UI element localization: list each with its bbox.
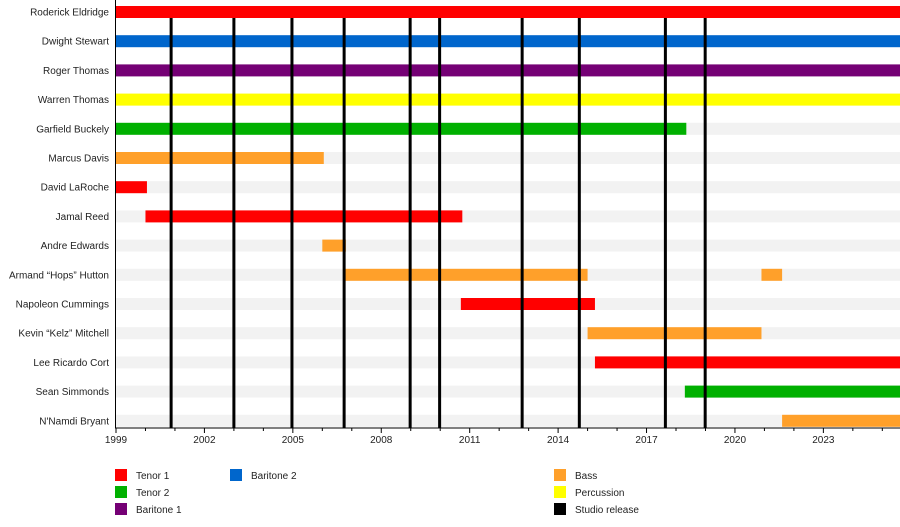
member-label: Roger Thomas	[43, 66, 109, 77]
x-tick-label: 2011	[459, 435, 481, 446]
x-tick-label: 2020	[724, 435, 747, 446]
legend-swatch	[554, 486, 566, 498]
member-bar	[116, 152, 324, 164]
x-tick-label: 2008	[370, 435, 393, 446]
x-tick-label: 2017	[635, 435, 658, 446]
member-label: N'Namdi Bryant	[39, 416, 109, 427]
legend-swatch	[115, 469, 127, 481]
x-tick-label: 2002	[193, 435, 216, 446]
legend-label: Baritone 2	[251, 471, 297, 482]
legend-label: Studio release	[575, 505, 639, 516]
legend-swatch	[554, 469, 566, 481]
legend-swatch	[115, 486, 127, 498]
member-bar	[460, 298, 595, 310]
member-bar	[594, 356, 900, 369]
legend-label: Tenor 1	[136, 471, 170, 482]
member-label: Jamal Reed	[56, 212, 109, 223]
member-label: Lee Ricardo Cort	[33, 358, 109, 369]
x-tick-label: 2023	[812, 435, 835, 446]
legend-label: Percussion	[575, 488, 624, 499]
member-bar	[116, 181, 147, 194]
member-bar	[116, 6, 900, 18]
member-bar	[761, 268, 783, 281]
x-tick-label: 2014	[547, 435, 570, 446]
member-label: Marcus Davis	[48, 154, 109, 165]
x-tick-label: 1999	[105, 435, 128, 446]
member-bar	[116, 122, 687, 135]
member-bar	[684, 385, 900, 398]
legend-swatch	[554, 503, 566, 515]
member-label: Warren Thomas	[38, 95, 109, 106]
member-bar	[322, 239, 346, 252]
member-label: Dwight Stewart	[42, 37, 109, 48]
legend-swatch	[115, 503, 127, 515]
member-label: Sean Simmonds	[36, 387, 109, 398]
legend-label: Baritone 1	[136, 505, 182, 516]
legend-swatch	[230, 469, 242, 481]
x-tick-label: 2005	[282, 435, 305, 446]
member-label: Napoleon Cummings	[16, 300, 109, 311]
member-bar	[587, 327, 762, 340]
member-label: Armand “Hops” Hutton	[9, 270, 109, 281]
legend-label: Bass	[575, 471, 597, 482]
legend-label: Tenor 2	[136, 488, 170, 499]
member-label: Andre Edwards	[41, 241, 109, 252]
member-bar	[344, 268, 588, 281]
member-bar	[782, 414, 900, 427]
member-label: David LaRoche	[41, 183, 110, 194]
member-label: Garfield Buckely	[36, 124, 109, 135]
member-label: Roderick Eldridge	[30, 8, 109, 19]
member-bar	[145, 210, 463, 223]
member-label: Kevin “Kelz” Mitchell	[18, 329, 109, 340]
